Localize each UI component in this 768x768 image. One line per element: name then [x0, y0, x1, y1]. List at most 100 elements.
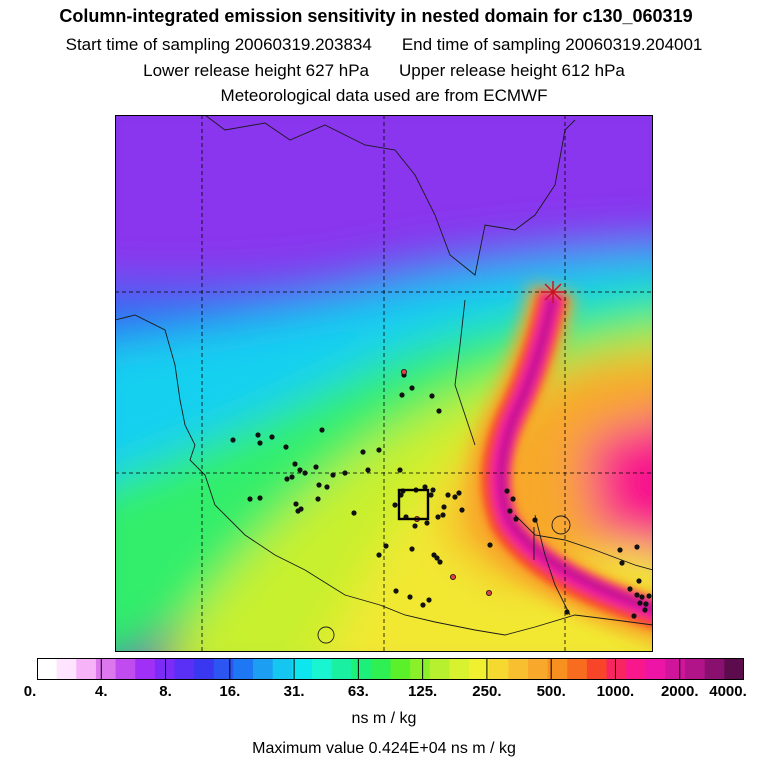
end-time-label: End time of sampling 20060319.204001: [401, 35, 703, 54]
colorbar-bin: [469, 658, 490, 680]
station-marker: [617, 547, 623, 553]
colorbar-bin: [56, 658, 77, 680]
station-marker: [330, 472, 336, 478]
station-marker: [428, 492, 434, 498]
station-marker-highlight: [485, 589, 492, 596]
colorbar-bin: [606, 658, 627, 680]
colorbar-tick-label: 4000.: [709, 683, 747, 700]
colorbar-bin: [665, 658, 686, 680]
station-marker: [313, 464, 319, 470]
station-marker: [257, 440, 263, 446]
colorbar: [37, 658, 744, 680]
station-marker: [422, 484, 428, 490]
station-marker: [393, 588, 399, 594]
station-marker: [257, 495, 263, 501]
colorbar-bin: [154, 658, 175, 680]
colorbar-bin: [292, 658, 313, 680]
station-marker: [634, 544, 640, 550]
station-marker: [316, 482, 322, 488]
station-marker: [436, 408, 442, 414]
colorbar-bin: [527, 658, 549, 680]
station-marker: [440, 512, 446, 518]
station-marker: [631, 613, 637, 619]
station-marker: [397, 467, 403, 473]
station-marker: [297, 467, 303, 473]
colorbar-bin: [567, 658, 588, 680]
station-marker: [487, 542, 493, 548]
station-marker: [646, 593, 652, 599]
station-marker: [627, 586, 633, 592]
station-marker: [293, 501, 299, 507]
station-marker: [407, 594, 413, 600]
coastline-north: [204, 115, 576, 276]
station-marker: [430, 487, 436, 493]
station-marker: [289, 474, 295, 480]
colorbar-bin: [508, 658, 529, 680]
colorbar-tick-label: 4.: [95, 683, 108, 700]
station-marker: [399, 392, 405, 398]
station-marker: [424, 520, 430, 526]
colorbar-bin: [390, 658, 411, 680]
station-marker: [409, 546, 415, 552]
station-marker: [434, 555, 440, 561]
station-marker: [376, 552, 382, 558]
station-marker: [324, 484, 330, 490]
colorbar-tick-label: 2000.: [660, 683, 699, 700]
station-marker: [639, 594, 645, 600]
colorbar-bin: [449, 658, 470, 680]
colorbar-tick-label: 8.: [159, 683, 172, 700]
station-marker: [365, 467, 371, 473]
station-marker: [302, 470, 308, 476]
colorbar-tick-label: 125.: [408, 683, 438, 700]
island-outline-2: [317, 626, 335, 644]
colorbar-bin: [95, 658, 117, 680]
station-marker: [383, 543, 389, 549]
station-marker: [504, 488, 510, 494]
station-marker: [619, 560, 625, 566]
colorbar-bin: [253, 658, 274, 680]
station-marker: [637, 600, 643, 606]
station-marker: [564, 609, 570, 615]
station-marker: [298, 506, 304, 512]
station-marker: [420, 602, 426, 608]
island-outline: [551, 515, 571, 535]
station-marker: [269, 434, 275, 440]
station-marker-highlight: [400, 368, 407, 375]
title-line-1: Column-integrated emission sensitivity i…: [59, 6, 693, 26]
colorbar-bin: [685, 658, 706, 680]
station-marker: [351, 510, 357, 516]
colorbar-bin: [429, 658, 450, 680]
lower-release-label: Lower release height 627 hPa: [143, 61, 369, 80]
colorbar-bin: [724, 658, 744, 680]
colorbar-bin: [704, 658, 725, 680]
plume-center: [499, 296, 653, 612]
colorbar-bin: [586, 658, 608, 680]
colorbar-bin: [626, 658, 647, 680]
start-time-label: Start time of sampling 20060319.203834: [65, 35, 372, 54]
station-marker: [429, 393, 435, 399]
station-marker: [456, 490, 462, 496]
station-marker: [452, 494, 458, 500]
station-marker: [459, 507, 465, 513]
colorbar-tick-label: 63.: [347, 683, 369, 700]
colorbar-bin: [311, 658, 333, 680]
station-marker: [636, 578, 642, 584]
border-inland: [454, 299, 476, 446]
colorbar-bin: [233, 658, 254, 680]
field-purple-top: [115, 115, 653, 323]
colorbar-bin: [213, 658, 234, 680]
colorbar-bin: [645, 658, 666, 680]
receptor-star-icon: [541, 281, 565, 303]
station-marker: [445, 492, 451, 498]
colorbar-tick-label: 16.: [219, 683, 241, 700]
station-marker-highlight: [449, 573, 456, 580]
colorbar-bin: [488, 658, 509, 680]
station-marker: [376, 447, 382, 453]
colorbar-bin: [135, 658, 156, 680]
station-marker: [412, 523, 418, 529]
colorbar-bin: [331, 658, 352, 680]
field-magenta-east: [585, 418, 653, 551]
station-marker: [426, 597, 432, 603]
colorbar-units: ns m / kg: [351, 710, 417, 727]
colorbar-frame: [37, 658, 744, 680]
